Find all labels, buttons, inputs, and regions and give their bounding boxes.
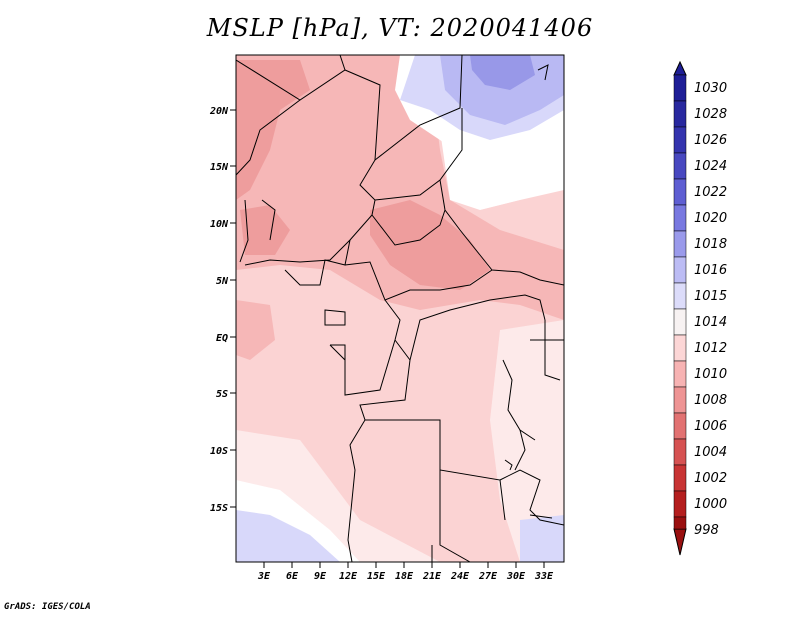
colorbar-label: 1008 — [694, 393, 727, 408]
colorbar-segment — [673, 204, 687, 232]
field-area-1010-gabon — [236, 300, 275, 360]
lat-label-15n: 15N — [210, 162, 229, 173]
colorbar-label: 1022 — [694, 185, 727, 200]
colorbar-label: 1010 — [694, 367, 727, 382]
lat-label-eq: EQ — [216, 333, 228, 344]
colorbar-segment — [673, 412, 687, 440]
colorbar-label: 1002 — [694, 471, 727, 486]
lat-label-5s: 5S — [216, 389, 228, 400]
colorbar-label: 1026 — [694, 133, 727, 148]
field-area-1008-west — [240, 205, 290, 255]
field-area-1020-north — [470, 55, 535, 90]
field-area-1016-southwest — [236, 510, 340, 562]
colorbar-segment — [673, 126, 687, 154]
colorbar-segment — [673, 360, 687, 388]
colorbar-segment — [673, 438, 687, 466]
colorbar-segment — [673, 230, 687, 258]
colorbar-label: 998 — [694, 523, 719, 538]
lon-label-15e: 15E — [367, 571, 386, 582]
lon-label-27e: 27E — [478, 571, 498, 582]
colorbar-top-arrow — [673, 60, 687, 76]
lat-label-15s: 15S — [210, 503, 228, 514]
lat-label-5n: 5N — [216, 276, 229, 287]
colorbar-label: 1004 — [694, 445, 727, 460]
plot-frame — [235, 54, 565, 563]
field-area-1010-north — [236, 55, 564, 320]
map-title: MSLP [hPa], VT: 2020041406 — [206, 14, 594, 42]
colorbar-segment — [673, 178, 687, 206]
colorbar-segment — [673, 74, 687, 102]
lat-label-10s: 10S — [210, 446, 228, 457]
colorbar-segment — [673, 516, 687, 530]
lon-label-9e: 9E — [314, 571, 327, 582]
colorbar-segment — [673, 152, 687, 180]
colorbar-segment — [673, 100, 687, 128]
field-area-1016-southeast — [520, 515, 564, 562]
colorbar-segment — [673, 490, 687, 518]
lon-label-21e: 21E — [422, 571, 442, 582]
colorbar-label: 1006 — [694, 419, 727, 434]
lon-label-18e: 18E — [395, 571, 414, 582]
colorbar-label: 1000 — [694, 497, 727, 512]
field-area-1014-east — [490, 320, 564, 562]
colorbar-segment — [673, 282, 687, 310]
colorbar-label: 1030 — [694, 81, 727, 96]
colorbar-label: 1028 — [694, 107, 727, 122]
colorbar-label: 1014 — [694, 315, 727, 330]
colorbar-segment — [673, 256, 687, 284]
lon-label-30e: 30E — [506, 571, 526, 582]
colorbar-label: 1015 — [694, 289, 727, 304]
longitude-axis: 3E 6E 9E 12E 15E 18E 21E 24E 27E 30E 33E — [257, 562, 554, 582]
colorbar-segment — [673, 334, 687, 362]
colorbar: 1030 1028 1026 1024 1022 1020 1018 1016 … — [673, 60, 727, 556]
lon-label-3e: 3E — [257, 571, 271, 582]
colorbar-bottom-arrow — [673, 528, 687, 556]
colorbar-label: 1024 — [694, 159, 727, 174]
colorbar-label: 1016 — [694, 263, 727, 278]
colorbar-label: 1020 — [694, 211, 727, 226]
grads-credit: GrADS: IGES/COLA — [4, 602, 91, 612]
lon-label-6e: 6E — [286, 571, 299, 582]
lon-label-12e: 12E — [339, 571, 358, 582]
colorbar-segment — [673, 308, 687, 336]
colorbar-segment — [673, 386, 687, 414]
colorbar-label: 1012 — [694, 341, 727, 356]
lat-label-20n: 20N — [209, 106, 229, 117]
field-area-1008-chad — [370, 200, 490, 290]
latitude-axis: 20N 15N 10N 5N EQ 5S 10S 15S — [209, 106, 236, 514]
colorbar-label: 1018 — [694, 237, 727, 252]
lon-label-33e: 33E — [534, 571, 554, 582]
field-area-1015-sudan — [440, 120, 564, 210]
pressure-field — [236, 55, 564, 562]
country-borders — [236, 55, 564, 562]
lat-label-10n: 10N — [210, 219, 229, 230]
lon-label-24e: 24E — [450, 571, 470, 582]
colorbar-segment — [673, 464, 687, 492]
